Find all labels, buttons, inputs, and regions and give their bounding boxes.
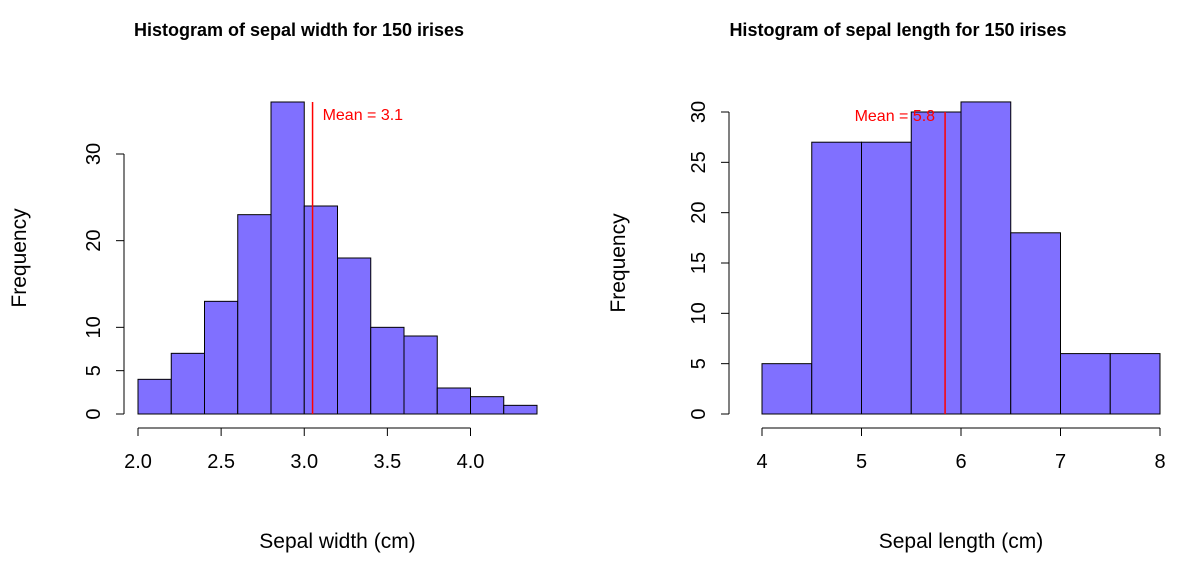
x-tick-label: 3.0: [290, 451, 318, 473]
x-tick-label: 7: [1055, 451, 1066, 473]
y-tick-label: 10: [83, 316, 105, 338]
y-tick-label: 0: [83, 408, 105, 419]
histogram-bar: [170, 352, 205, 415]
mean-label: Mean = 3.1: [323, 107, 404, 124]
histogram-bar: [303, 205, 338, 415]
histogram-sepal-width-plot: 2.0 2.5 3.0 3.5 4.0 0 5 10 20 30 Sepal width (cm) F…: [8, 101, 538, 553]
histogram-bar: [1010, 232, 1061, 415]
x-tick-label: 8: [1154, 451, 1165, 473]
x-axis-label: Sepal width (cm): [259, 530, 415, 553]
x-axis-label: Sepal length (cm): [879, 530, 1044, 553]
y-axis-label: Frequency: [8, 208, 31, 308]
y-tick-label: 30: [83, 143, 105, 165]
histogram-sepal-width-panel: Histogram of sepal width for 150 irises …: [0, 0, 598, 581]
histogram-sepal-length-plot: 4 5 6 7 8 0 5 10 15 20 25 30 Sepal length (cm) Freque…: [607, 101, 1166, 553]
histogram-bar: [237, 214, 272, 415]
histogram-bar: [470, 396, 505, 415]
histogram-bar: [436, 387, 471, 415]
chart-title: Histogram of sepal width for 150 irises: [133, 20, 465, 40]
histogram-bar: [960, 101, 1012, 415]
x-tick-label: 4.0: [457, 451, 485, 473]
x-tick-label: 6: [955, 451, 966, 473]
x-tick-label: 2.0: [124, 451, 152, 473]
histogram-bar: [270, 101, 305, 415]
histogram-bar: [370, 326, 405, 415]
y-tick-label: 10: [688, 302, 710, 324]
y-tick-label: 5: [688, 358, 710, 369]
mean-label: Mean = 5.8: [855, 108, 936, 125]
histogram-bar: [1109, 353, 1161, 415]
histogram-bar: [503, 404, 538, 415]
histogram-bar: [403, 335, 438, 415]
y-tick-label: 30: [688, 101, 710, 123]
y-tick-label: 15: [688, 252, 710, 274]
x-tick-label: 5: [856, 451, 867, 473]
histogram-sepal-length-panel: Histogram of sepal length for 150 irises…: [599, 0, 1197, 581]
x-tick-label: 2.5: [207, 451, 235, 473]
histogram-bar: [910, 111, 962, 415]
x-tick-label: 4: [756, 451, 767, 473]
y-tick-label: 5: [83, 365, 105, 376]
histogram-bar: [761, 363, 813, 415]
histogram-bar: [811, 141, 862, 415]
y-tick-label: 25: [688, 151, 710, 173]
x-tick-label: 3.5: [373, 451, 401, 473]
histogram-bar: [1060, 353, 1111, 415]
y-tick-label: 20: [83, 230, 105, 252]
y-tick-label: 20: [688, 202, 710, 224]
histogram-bar: [337, 257, 372, 415]
chart-title: Histogram of sepal length for 150 irises: [729, 20, 1067, 40]
histogram-bar: [137, 378, 172, 415]
histogram-bar: [861, 141, 912, 415]
y-axis-label: Frequency: [607, 213, 630, 313]
y-tick-label: 0: [688, 408, 710, 419]
histogram-bar: [204, 300, 239, 415]
